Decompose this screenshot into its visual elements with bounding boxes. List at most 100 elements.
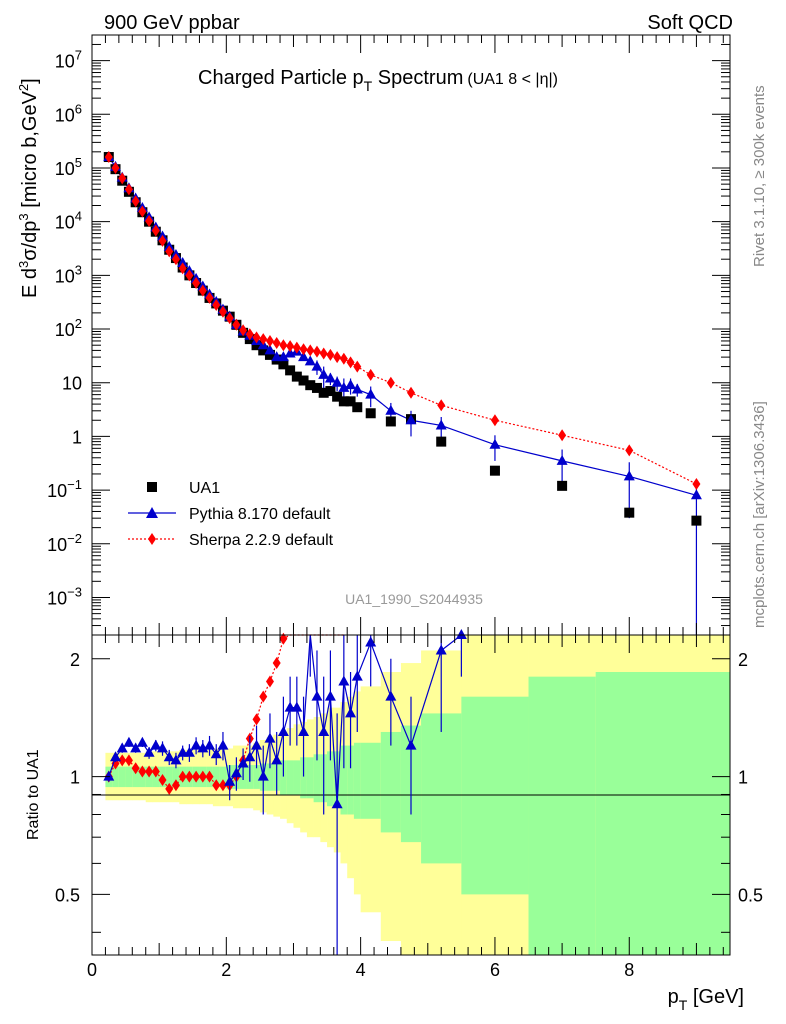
sherpa-point — [131, 195, 140, 208]
ratio-panel: 0.5 0.5 1 1 2 2 0 2 4 6 8 Ratio to UA1 pT [GeV] — [25, 629, 763, 1013]
x-tick-label: 2 — [221, 960, 231, 980]
sherpa-point — [111, 161, 120, 174]
sherpa-point — [437, 399, 446, 412]
ratio-frame — [91, 634, 731, 956]
pythia-ratio-point — [455, 629, 467, 639]
sherpa-point — [319, 347, 328, 360]
sherpa-point — [252, 331, 261, 344]
sherpa-point — [299, 343, 308, 356]
ua1-point — [352, 402, 363, 413]
legend-label-pythia: Pythia 8.170 default — [189, 506, 331, 523]
pythia-ratio-point — [264, 732, 276, 743]
pythia-ratio-point — [103, 770, 115, 781]
sherpa-ratio-point — [212, 779, 221, 792]
sherpa-point — [118, 172, 127, 185]
pythia-point — [365, 388, 377, 399]
ratio-band-green — [313, 754, 321, 803]
pythia-ratio-point — [385, 690, 397, 701]
sherpa-point — [265, 334, 274, 347]
sherpa-point — [185, 269, 194, 282]
ratio-band-green — [212, 766, 220, 788]
x-axis-label: pT [GeV] — [668, 986, 744, 1013]
legend-marker-ua1 — [147, 482, 157, 492]
sherpa-ratio-point — [272, 657, 281, 670]
sherpa-point — [286, 340, 295, 353]
pythia-ratio-point — [110, 751, 122, 762]
sherpa-point — [259, 333, 268, 346]
y-tick-label: 10−2 — [47, 531, 82, 555]
sherpa-point — [145, 214, 154, 227]
pythia-ratio-point — [123, 736, 135, 747]
legend-marker-pythia — [146, 507, 158, 518]
chart-title: Charged Particle pT Spectrum (UA1 8 < |η|… — [198, 67, 558, 94]
pythia-point — [177, 256, 189, 267]
pythia-point — [690, 489, 702, 500]
pythia-point — [345, 379, 357, 390]
pythia-ratio-point — [345, 707, 357, 718]
y-tick-label: 103 — [55, 262, 82, 286]
main-y-axis-label: E d3σ/dp3 [micro b,GeV2] — [16, 78, 41, 298]
sherpa-point — [225, 312, 234, 325]
sherpa-point — [239, 324, 248, 337]
sherpa-point — [692, 477, 701, 490]
sherpa-point — [138, 205, 147, 218]
ratio-y-tick-label-right: 2 — [738, 650, 748, 670]
header-left: 900 GeV ppbar — [104, 12, 240, 34]
sherpa-point — [346, 356, 355, 369]
sherpa-point — [212, 299, 221, 312]
sherpa-point — [558, 429, 567, 442]
sherpa-ratio-point — [259, 690, 268, 703]
x-tick-label: 6 — [490, 960, 500, 980]
pythia-ratio-point — [271, 754, 283, 765]
pythia-point — [405, 414, 417, 425]
pythia-ratio-point — [251, 739, 263, 750]
pythia-ratio-point — [157, 742, 169, 753]
pythia-ratio-point — [130, 742, 142, 753]
ratio-band-green — [421, 713, 462, 864]
pythia-point — [435, 419, 447, 430]
sherpa-ratio-point — [252, 713, 261, 726]
pythia-point — [338, 381, 350, 392]
pythia-point — [623, 470, 635, 481]
ratio-band-green — [360, 742, 382, 819]
ratio-band-green — [306, 757, 314, 799]
sherpa-ratio-point — [178, 770, 187, 783]
ua1-point — [264, 349, 275, 360]
sherpa-ratio-point — [138, 765, 147, 778]
pythia-ratio-point — [244, 751, 256, 762]
sherpa-ratio-point — [205, 770, 214, 783]
sherpa-point — [151, 224, 160, 237]
pythia-ratio-point — [143, 746, 155, 757]
sherpa-point — [178, 262, 187, 275]
sherpa-point — [218, 305, 227, 318]
pythia-ratio-point — [217, 739, 229, 750]
ua1-point — [258, 345, 269, 356]
ratio-band-green — [165, 766, 173, 788]
ratio-band-green — [266, 763, 274, 791]
ua1-point — [489, 465, 500, 476]
ratio-band-green — [380, 731, 402, 833]
y-tick-label: 1 — [72, 427, 82, 447]
legend-label-sherpa: Sherpa 2.2.9 default — [189, 532, 334, 549]
pythia-point — [489, 438, 501, 449]
pythia-ratio-point — [197, 742, 209, 753]
y-tick-label: 105 — [55, 155, 82, 179]
ratio-band-green — [172, 766, 180, 788]
sherpa-ratio-point — [131, 762, 140, 775]
ratio-band-green — [461, 696, 529, 895]
sherpa-point — [198, 284, 207, 297]
pythia-point — [318, 368, 330, 379]
analysis-watermark: UA1_1990_S2044935 — [345, 591, 483, 607]
ratio-band-green — [293, 760, 301, 795]
sherpa-point — [279, 339, 288, 352]
side-label-top: Rivet 3.1.10, ≥ 300k events — [751, 85, 768, 267]
pythia-ratio-point — [311, 690, 323, 701]
ratio-band-green — [280, 760, 288, 795]
sherpa-ratio-point — [151, 765, 160, 778]
ratio-band-green — [353, 742, 361, 819]
sherpa-point — [165, 245, 174, 258]
pythia-ratio-point — [170, 754, 182, 765]
ratio-band-green — [595, 672, 731, 955]
